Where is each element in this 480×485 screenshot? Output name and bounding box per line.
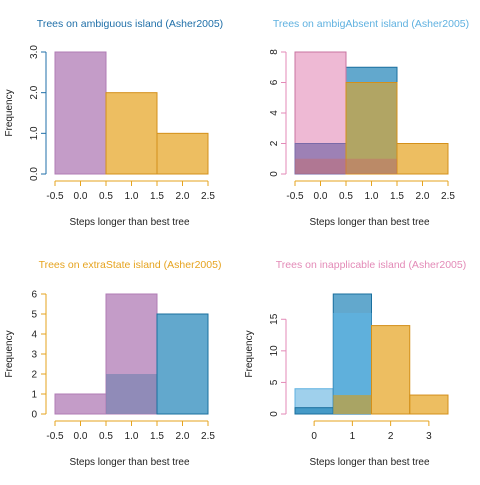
bar-3 — [156, 132, 209, 175]
y-axis-label: Frequency — [4, 330, 15, 377]
bar-5 — [396, 143, 449, 175]
x-tick-label: 1.5 — [390, 191, 404, 202]
y-tick-label: 4 — [269, 110, 280, 116]
y-tick-label: 10 — [269, 345, 280, 357]
bar-3 — [106, 374, 157, 414]
x-axis-label: Steps longer than best tree — [309, 217, 430, 228]
x-tick-label: -0.5 — [46, 191, 64, 202]
x-tick-label: 0.5 — [99, 431, 113, 442]
chart-panel-3: Trees on extraState island (Asher2005) 0 1… — [4, 259, 221, 468]
y-tick-label: 0 — [269, 411, 280, 417]
y-tick-label: 15 — [269, 313, 280, 325]
y-tick-label: 1 — [31, 390, 37, 401]
x-tick-label: 0 — [311, 431, 317, 442]
x-tick-label: 2.5 — [201, 191, 215, 202]
x-axis-label: Steps longer than best tree — [309, 457, 430, 468]
y-tick-label: 6 — [31, 290, 37, 301]
x-tick-label: 1.5 — [150, 191, 164, 202]
y-tick-label: 0.0 — [29, 167, 40, 181]
bar-6 — [295, 158, 397, 174]
y-tick-label: 2.0 — [29, 85, 40, 99]
y-tick-label: 8 — [269, 49, 280, 55]
x-tick-label: 3 — [426, 431, 432, 442]
y-tick-label: 5 — [269, 379, 280, 385]
x-tick-label: 2.5 — [441, 191, 455, 202]
y-tick-label: 3.0 — [29, 45, 40, 59]
bar-3 — [294, 143, 347, 175]
y-axis-label: Frequency — [244, 330, 255, 377]
x-tick-label: 1.0 — [125, 431, 139, 442]
chart-panel-2: Trees on ambigAbsent island (Asher2005) 0… — [269, 18, 469, 228]
x-tick-label: 0.5 — [339, 191, 353, 202]
x-tick-label: 1 — [350, 431, 356, 442]
x-tick-label: 0.5 — [99, 191, 113, 202]
y-tick-label: 1.0 — [29, 126, 40, 140]
x-axis-label: Steps longer than best tree — [69, 457, 190, 468]
chart-title: Trees on ambiguous island (Asher2005) — [37, 18, 223, 30]
bar-1 — [54, 51, 107, 175]
x-tick-label: 0.0 — [314, 191, 328, 202]
x-tick-label: 0.0 — [74, 431, 88, 442]
x-tick-label: 1.0 — [125, 191, 139, 202]
x-tick-label: 2.0 — [176, 431, 190, 442]
chart-panel-4: Trees on inapplicable island (Asher2005)… — [244, 259, 466, 468]
x-tick-label: 2.5 — [201, 431, 215, 442]
bar-4 — [156, 313, 209, 415]
bar-2 — [105, 92, 158, 175]
x-tick-label: 2.0 — [176, 191, 190, 202]
bar-4 — [345, 82, 398, 175]
y-tick-label: 3 — [31, 350, 37, 361]
bar-7 — [409, 394, 449, 415]
y-tick-label: 6 — [269, 79, 280, 85]
chart-title: Trees on extraState island (Asher2005) — [39, 259, 222, 271]
x-axis-label: Steps longer than best tree — [69, 217, 190, 228]
bar-1 — [54, 393, 107, 415]
x-tick-label: 1.0 — [365, 191, 379, 202]
x-tick-label: -0.5 — [46, 431, 64, 442]
x-tick-label: 2.0 — [416, 191, 430, 202]
x-tick-label: 2 — [388, 431, 394, 442]
chart-title: Trees on ambigAbsent island (Asher2005) — [273, 18, 469, 30]
y-tick-label: 2 — [31, 370, 37, 381]
bar-5 — [333, 395, 372, 414]
chart-panel-1: Trees on ambiguous island (Asher2005) 0.0… — [4, 18, 223, 228]
y-tick-label: 2 — [269, 140, 280, 146]
y-axis-label: Frequency — [4, 89, 15, 136]
y-tick-label: 4 — [31, 330, 37, 341]
chart-title: Trees on inapplicable island (Asher2005) — [276, 259, 466, 271]
y-tick-label: 5 — [31, 310, 37, 321]
x-tick-label: 1.5 — [150, 431, 164, 442]
y-tick-label: 0 — [31, 410, 37, 421]
bar-2 — [294, 407, 334, 415]
x-tick-label: 0.0 — [74, 191, 88, 202]
bar-6 — [371, 325, 411, 415]
y-tick-label: 0 — [269, 171, 280, 177]
x-tick-label: -0.5 — [286, 191, 304, 202]
